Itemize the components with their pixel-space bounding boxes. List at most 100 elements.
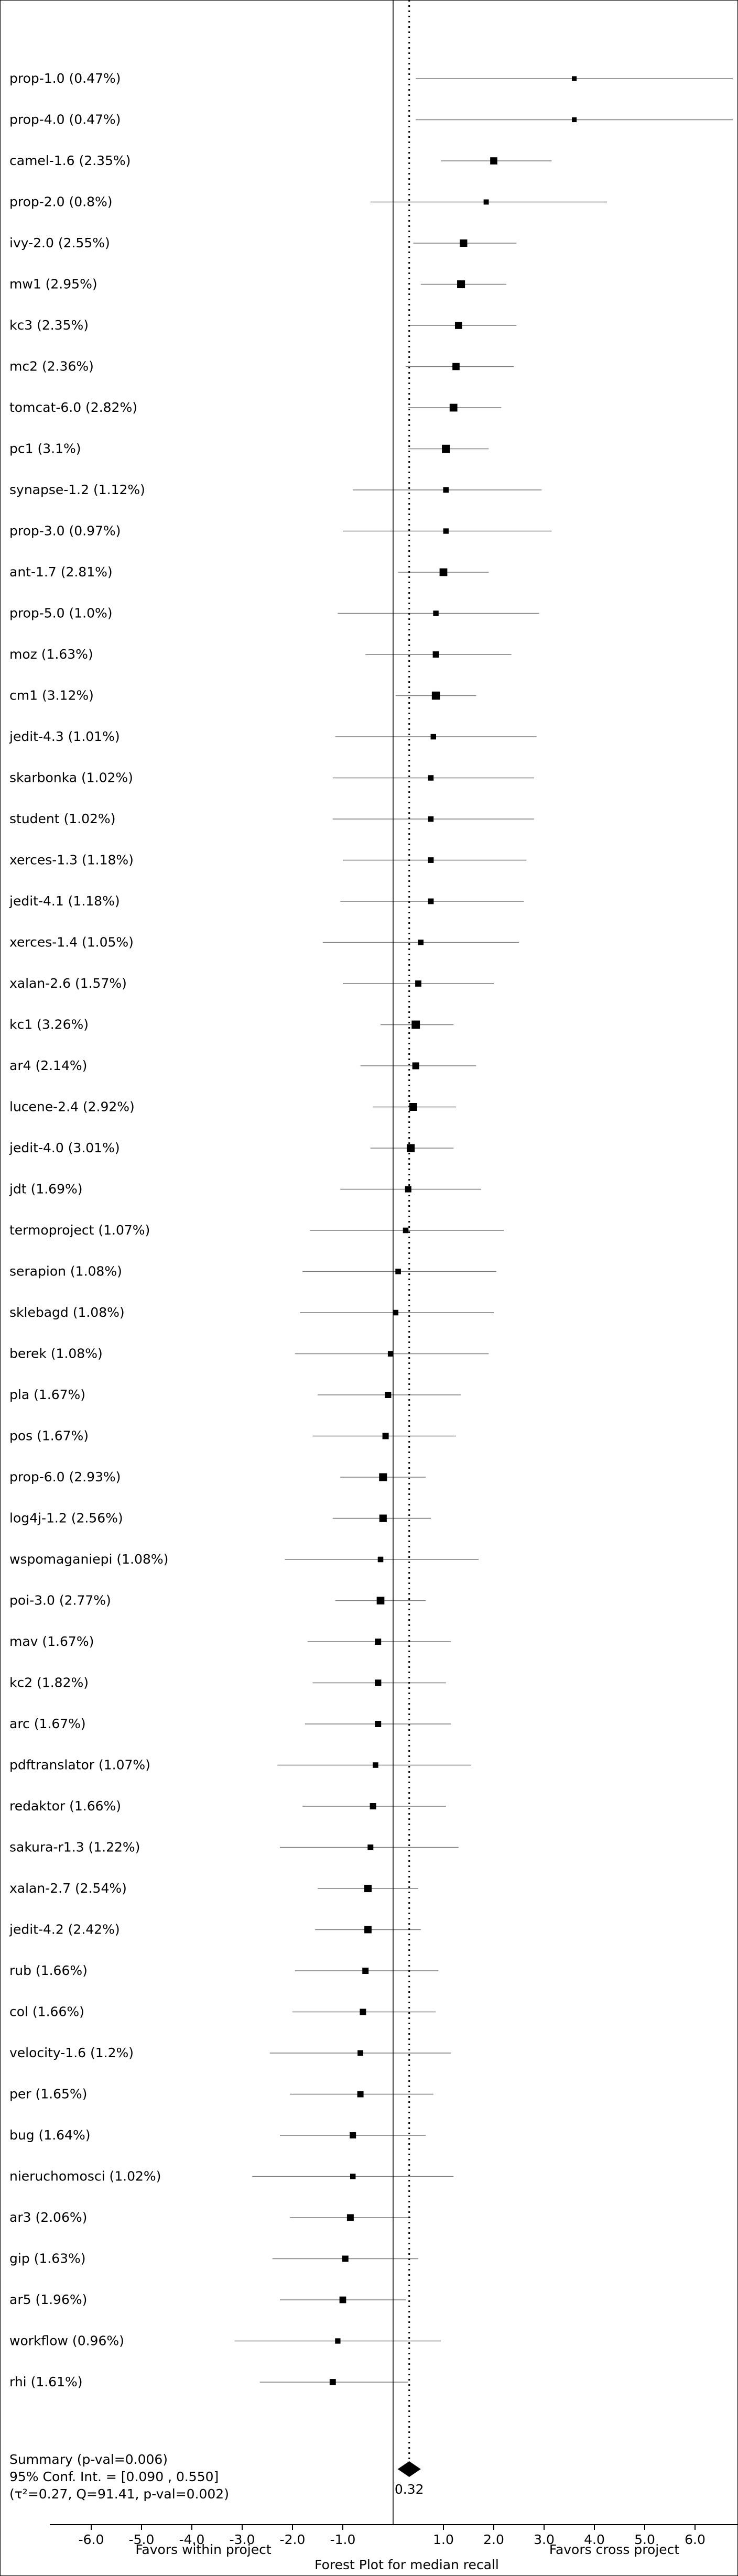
study-label: camel-1.6 (2.35%) — [9, 153, 131, 168]
estimate-marker — [375, 1638, 382, 1645]
study-label: log4j-1.2 (2.56%) — [9, 1511, 123, 1526]
study-label: rub (1.66%) — [9, 1963, 88, 1978]
x-tick-label: 5.0 — [634, 2532, 655, 2547]
study-label: ar4 (2.14%) — [9, 1058, 87, 1073]
x-tick-label: -6.0 — [79, 2532, 104, 2547]
estimate-marker — [411, 1020, 420, 1029]
estimate-marker — [415, 980, 421, 987]
estimate-marker — [367, 1844, 374, 1850]
estimate-marker — [375, 1720, 382, 1728]
estimate-marker — [431, 691, 440, 700]
estimate-marker — [433, 610, 439, 616]
summary-line-2: 95% Conf. Int. = [0.090 , 0.550] — [9, 2469, 219, 2484]
estimate-marker — [357, 2091, 364, 2098]
estimate-marker — [430, 734, 437, 740]
study-label: ar3 (2.06%) — [9, 2210, 87, 2225]
study-label: prop-6.0 (2.93%) — [9, 1469, 121, 1485]
study-label: jedit-4.2 (2.42%) — [9, 1922, 120, 1937]
estimate-marker — [428, 775, 434, 781]
study-label: kc2 (1.82%) — [9, 1675, 89, 1690]
study-label: prop-3.0 (0.97%) — [9, 523, 121, 539]
study-label: sakura-r1.3 (1.22%) — [9, 1840, 140, 1855]
study-label: pla (1.67%) — [9, 1387, 85, 1402]
study-label: moz (1.63%) — [9, 647, 93, 662]
study-label: workflow (0.96%) — [9, 2333, 124, 2349]
estimate-marker — [428, 857, 434, 863]
x-tick-label: 2.0 — [483, 2532, 504, 2547]
study-label: synapse-1.2 (1.12%) — [9, 482, 145, 497]
study-label: xalan-2.6 (1.57%) — [9, 976, 127, 991]
study-label: arc (1.67%) — [9, 1716, 86, 1731]
estimate-marker — [350, 2132, 356, 2138]
study-label: poi-3.0 (2.77%) — [9, 1593, 111, 1608]
estimate-marker — [364, 1884, 372, 1893]
estimate-marker — [454, 322, 462, 329]
summary-value-label: 0.32 — [395, 2482, 424, 2497]
estimate-marker — [412, 1062, 419, 1069]
study-label: student (1.02%) — [9, 811, 115, 826]
estimate-marker — [443, 487, 449, 493]
estimate-marker — [572, 76, 577, 81]
study-label: pc1 (3.1%) — [9, 441, 81, 456]
x-tick-label: 1.0 — [433, 2532, 454, 2547]
study-label: termoproject (1.07%) — [9, 1222, 150, 1238]
estimate-marker — [364, 1926, 372, 1934]
study-label: rhi (1.61%) — [9, 2374, 83, 2389]
study-label: lucene-2.4 (2.92%) — [9, 1099, 135, 1115]
summary-line-1: Summary (p-val=0.006) — [9, 2452, 168, 2467]
estimate-marker — [370, 1803, 376, 1809]
estimate-marker — [342, 2255, 349, 2262]
estimate-marker — [385, 1391, 392, 1399]
study-label: gip (1.63%) — [9, 2251, 86, 2266]
study-label: ant-1.7 (2.81%) — [9, 564, 113, 580]
estimate-marker — [329, 2379, 336, 2385]
x-tick-label: -3.0 — [230, 2532, 255, 2547]
study-label: prop-2.0 (0.8%) — [9, 194, 113, 210]
study-label: nieruchomosci (1.02%) — [9, 2169, 161, 2184]
study-label: prop-5.0 (1.0%) — [9, 606, 113, 621]
estimate-marker — [449, 403, 458, 412]
estimate-marker — [490, 157, 497, 165]
study-label: xalan-2.7 (2.54%) — [9, 1881, 127, 1896]
study-label: redaktor (1.66%) — [9, 1798, 121, 1814]
study-label: ar5 (1.96%) — [9, 2292, 87, 2307]
study-label: prop-4.0 (0.47%) — [9, 112, 121, 127]
study-label: mc2 (2.36%) — [9, 359, 94, 374]
estimate-marker — [377, 1556, 384, 1563]
estimate-marker — [483, 199, 489, 205]
x-axis-ticks: -6.0 -5.0 -4.0 -3.0 -2.0 -1.0 1.0 2.0 3.0 4.0 5.0 6… — [79, 2525, 706, 2547]
study-label: jedit-4.3 (1.01%) — [9, 729, 120, 744]
estimate-marker — [373, 1762, 378, 1768]
study-label: mav (1.67%) — [9, 1634, 94, 1649]
estimate-marker — [428, 898, 434, 904]
study-label: jdt (1.69%) — [9, 1182, 83, 1197]
estimate-marker — [387, 1351, 394, 1357]
estimate-marker — [405, 1186, 411, 1193]
study-label: ivy-2.0 (2.55%) — [9, 235, 110, 250]
estimate-marker — [406, 1144, 415, 1152]
x-tick-label: -5.0 — [129, 2532, 155, 2547]
estimate-marker — [432, 651, 439, 658]
study-label: serapion (1.08%) — [9, 1264, 122, 1279]
study-label: pdftranslator (1.07%) — [9, 1758, 150, 1773]
study-label: col (1.66%) — [9, 2004, 84, 2020]
estimate-marker — [395, 1269, 401, 1274]
study-label: tomcat-6.0 (2.82%) — [9, 400, 137, 415]
estimate-marker — [362, 1968, 369, 1974]
estimate-marker — [443, 528, 449, 534]
estimate-marker — [572, 117, 577, 123]
study-label: jedit-4.1 (1.18%) — [9, 893, 120, 909]
study-label: xerces-1.3 (1.18%) — [9, 853, 134, 868]
estimate-marker — [382, 1433, 389, 1439]
x-tick-label: 3.0 — [534, 2532, 555, 2547]
study-labels: prop-1.0 (0.47%) prop-4.0 (0.47%) camel-1.… — [9, 71, 168, 2389]
estimate-marker — [375, 1679, 382, 1686]
x-tick-label: -2.0 — [280, 2532, 306, 2547]
estimate-marker — [360, 2009, 366, 2015]
x-tick-label: 4.0 — [584, 2532, 605, 2547]
summary-diamond — [397, 2461, 421, 2477]
study-label: kc3 (2.35%) — [9, 318, 89, 333]
estimate-marker — [376, 1597, 385, 1604]
